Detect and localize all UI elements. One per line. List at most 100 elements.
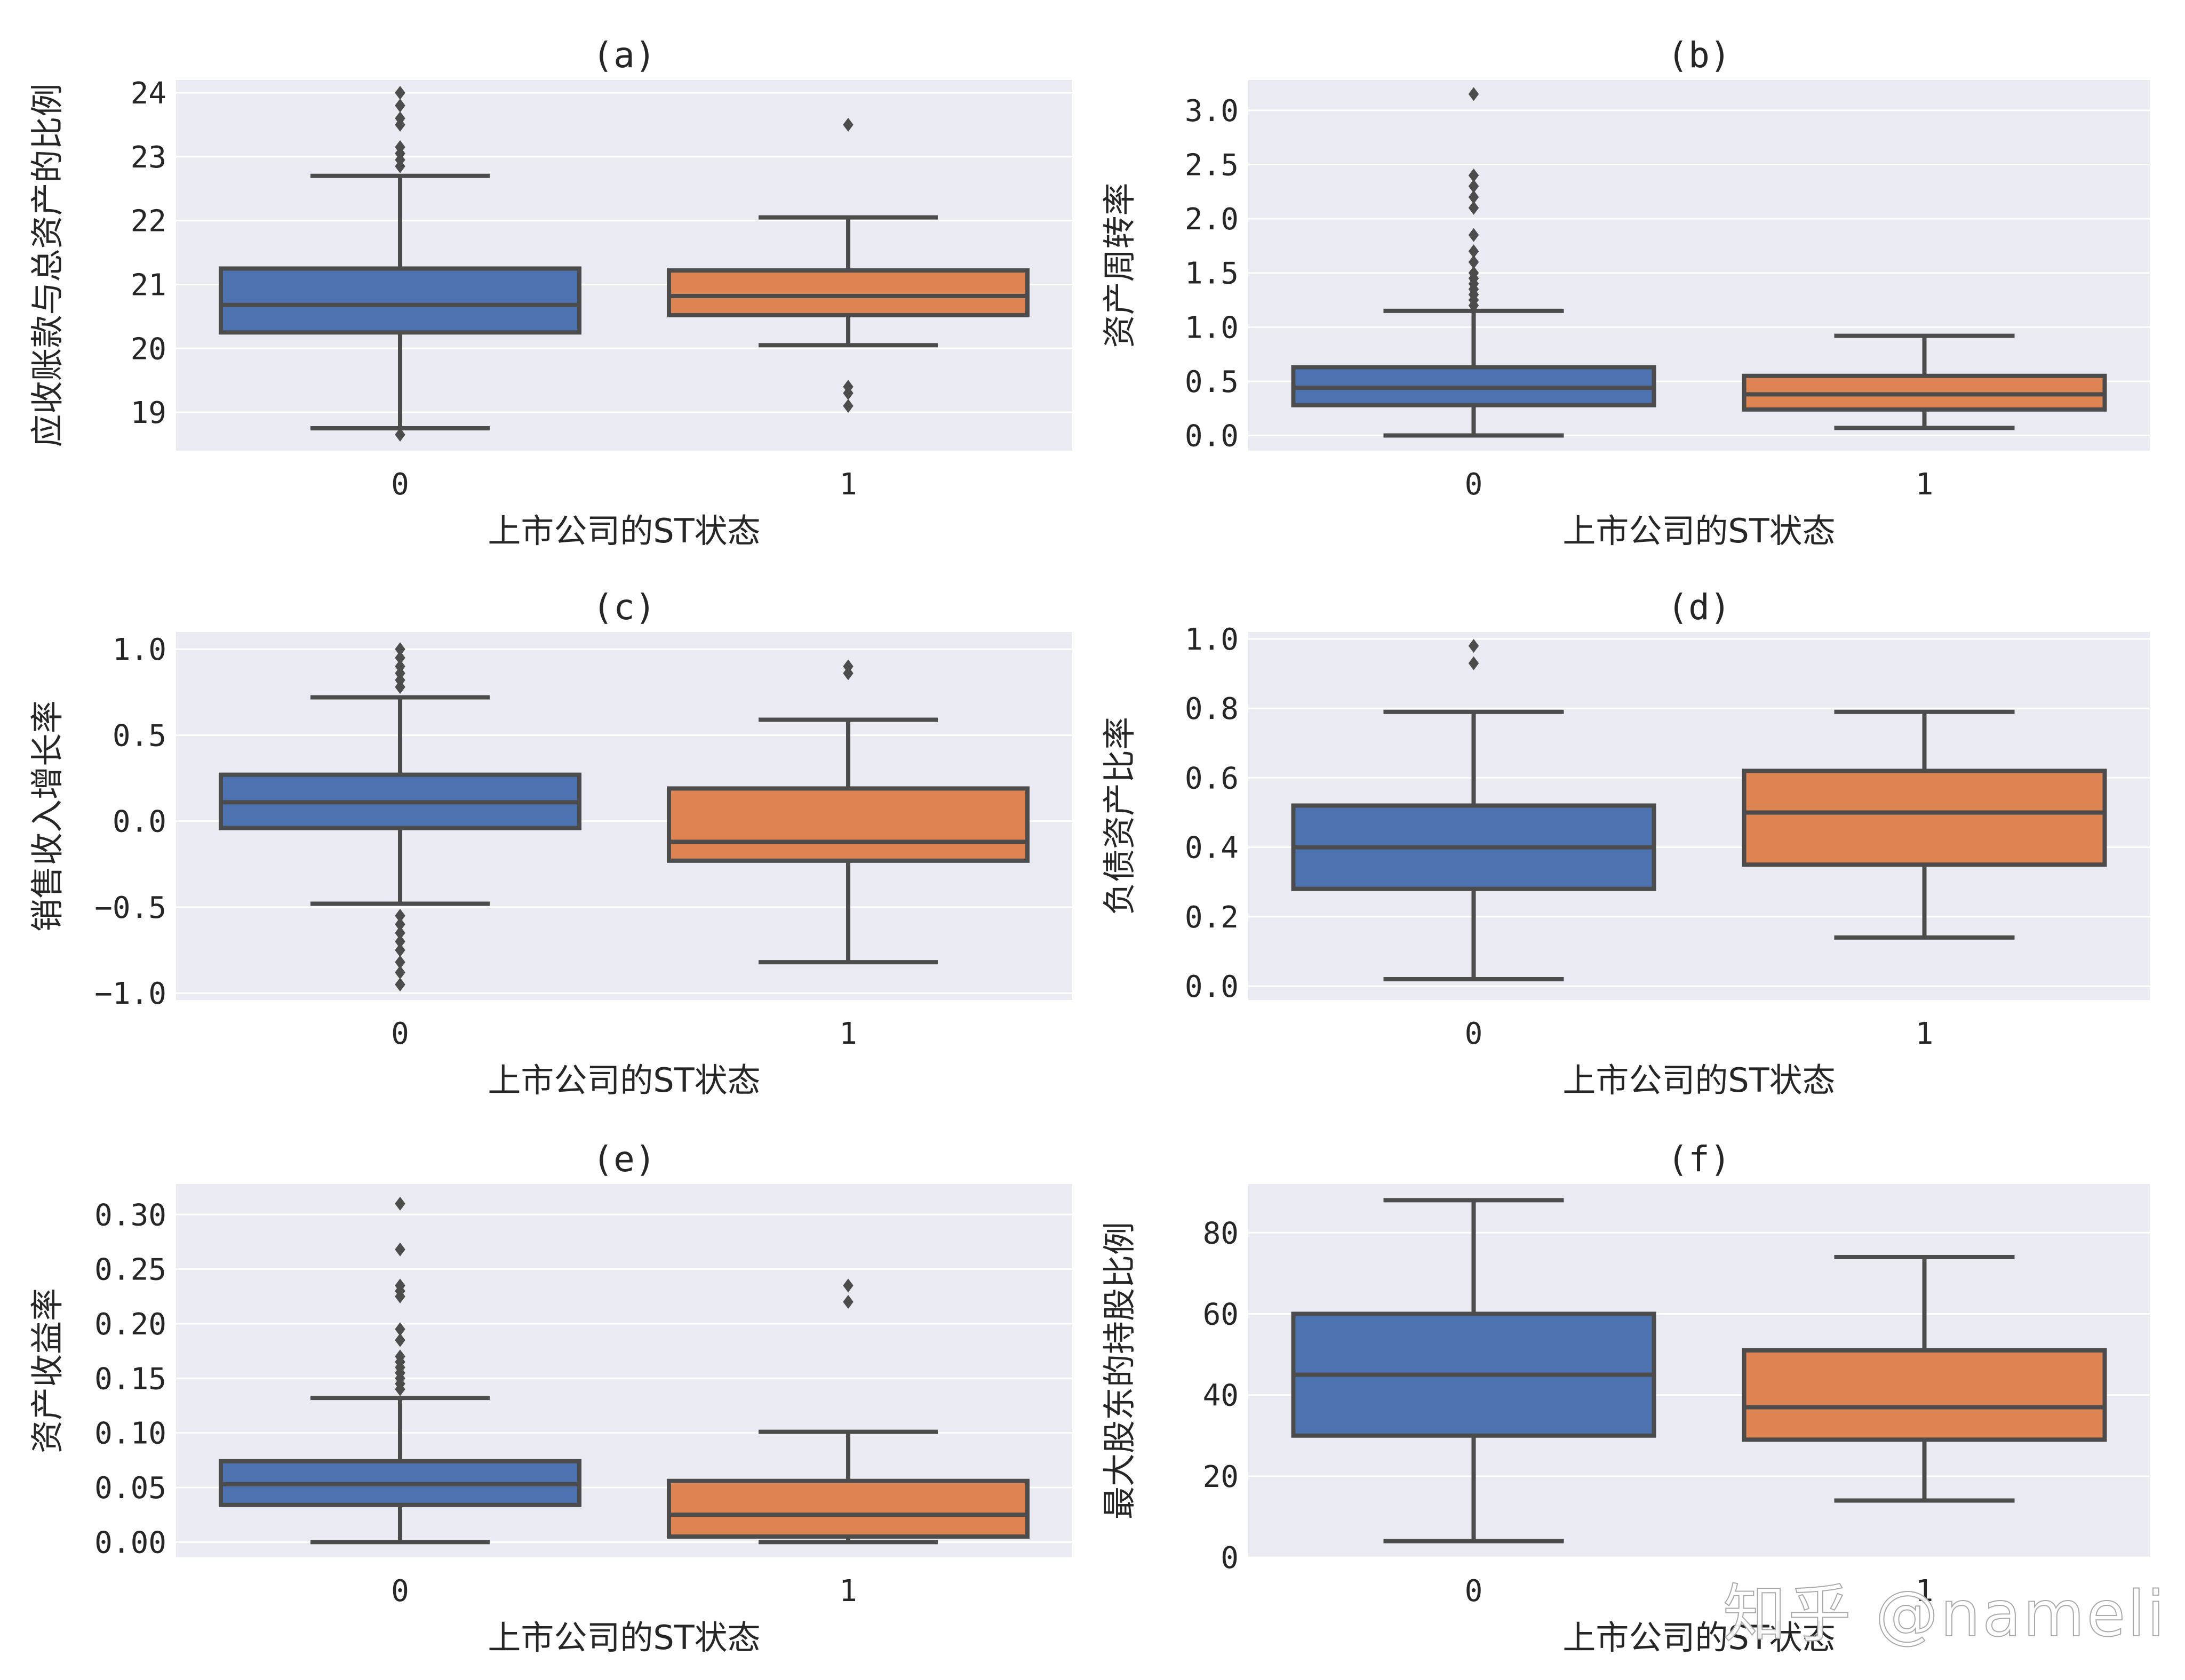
- y-axis-label: 资产周转率: [1100, 182, 1139, 348]
- box-iqr: [667, 1478, 1030, 1539]
- outlier-point: [395, 965, 405, 980]
- x-tick-label: 0: [1465, 1574, 1483, 1609]
- x-tick-label: 0: [1465, 467, 1483, 502]
- outlier-point: [395, 1196, 405, 1211]
- y-tick-label: 1.5: [1185, 257, 1239, 291]
- x-tick-label: 0: [391, 1574, 409, 1609]
- outlier-point: [395, 1278, 405, 1293]
- y-tick-label: 0.4: [1185, 831, 1239, 866]
- y-tick-label: 0.05: [94, 1471, 166, 1506]
- outlier-point: [395, 1322, 405, 1337]
- panel-5: 0 20 40 60 80 0 1 (f) 上市公司的ST状态 最大股东的持股比例: [1100, 1139, 2150, 1657]
- x-tick-label: 1: [839, 1574, 857, 1609]
- panel-0: 19 20 21 22 23 24 0 1 (a) 上市公司的ST状态 应收账款与总资产的比例: [28, 35, 1072, 550]
- panel-title: (f): [1667, 1139, 1731, 1180]
- x-tick-label: 0: [391, 1017, 409, 1051]
- box-group-1: [667, 117, 1030, 413]
- x-axis-label: 上市公司的ST状态: [1562, 1061, 1835, 1100]
- y-tick-label: 22: [131, 204, 166, 239]
- outlier-point: [395, 659, 405, 674]
- outlier-point: [395, 977, 405, 991]
- x-tick-label: 0: [1465, 1017, 1483, 1051]
- plot-area: [176, 80, 1072, 451]
- outlier-point: [843, 117, 854, 132]
- y-tick-label: 0.5: [113, 718, 166, 753]
- box-group-0: [1291, 1198, 1656, 1543]
- outlier-point: [395, 955, 405, 970]
- y-tick-label: 0.0: [113, 805, 166, 839]
- y-tick-label: 21: [131, 268, 166, 302]
- box-group-1: [1742, 1254, 2107, 1503]
- outlier-point: [843, 659, 854, 674]
- outlier-point: [1468, 228, 1479, 242]
- box-iqr: [219, 266, 581, 335]
- outlier-point: [843, 380, 854, 394]
- outlier-point: [1468, 656, 1479, 670]
- outlier-point: [395, 642, 405, 657]
- x-axis-label: 上市公司的ST状态: [488, 1618, 760, 1657]
- box-iqr: [1742, 769, 2107, 867]
- outlier-point: [395, 943, 405, 957]
- outlier-point: [395, 111, 405, 125]
- y-axis-label: 销售收入增长率: [28, 700, 67, 932]
- outlier-point: [1468, 266, 1479, 280]
- y-tick-label: 1.0: [1185, 310, 1239, 345]
- outlier-point: [1468, 255, 1479, 269]
- box-group-1: [1742, 709, 2107, 940]
- y-tick-label: 40: [1203, 1379, 1239, 1413]
- outlier-point: [395, 934, 405, 949]
- box-group-1: [667, 659, 1030, 965]
- y-tick-label: 0.6: [1185, 761, 1239, 796]
- y-axis-label: 资产收益率: [28, 1288, 67, 1453]
- outlier-point: [1468, 168, 1479, 182]
- outlier-point: [395, 1242, 405, 1257]
- y-axis-label: 应收账款与总资产的比例: [28, 83, 67, 447]
- box-iqr: [1742, 1348, 2107, 1442]
- panel-3: 0.0 0.2 0.4 0.6 0.8 1.0 0 1 (d) 上市公司的ST状态 负债资产比率: [1100, 587, 2150, 1100]
- x-axis-label: 上市公司的ST状态: [1562, 1618, 1835, 1657]
- x-tick-label: 1: [1916, 1574, 1934, 1609]
- outlier-point: [1468, 179, 1479, 194]
- panel-title: (e): [592, 1139, 656, 1180]
- y-tick-label: 0.2: [1185, 900, 1239, 935]
- y-axis-label: 负债资产比率: [1100, 717, 1139, 915]
- outlier-point: [395, 651, 405, 665]
- box-iqr: [667, 786, 1030, 863]
- y-tick-label: 80: [1203, 1216, 1239, 1251]
- box-group-1: [667, 1278, 1030, 1545]
- box-group-0: [219, 85, 581, 442]
- y-tick-label: 1.0: [1185, 622, 1239, 657]
- outlier-point: [395, 1349, 405, 1364]
- y-tick-label: 0.0: [1185, 419, 1239, 454]
- panel-title: (b): [1667, 35, 1731, 76]
- y-tick-label: 24: [131, 76, 166, 111]
- y-tick-label: 0.25: [94, 1253, 166, 1287]
- y-tick-label: 0.30: [94, 1198, 166, 1233]
- outlier-point: [1468, 87, 1479, 101]
- outlier-point: [395, 98, 405, 113]
- box-group-0: [1291, 87, 1656, 438]
- y-tick-label: 3.0: [1185, 94, 1239, 129]
- panel-title: (d): [1667, 587, 1731, 628]
- x-tick-label: 1: [839, 467, 857, 502]
- outlier-point: [843, 1295, 854, 1309]
- y-tick-label: 0.15: [94, 1362, 166, 1396]
- outlier-point: [395, 428, 405, 442]
- outlier-point: [395, 909, 405, 923]
- y-tick-label: 20: [1203, 1460, 1239, 1494]
- y-tick-label: 1.0: [113, 633, 166, 667]
- x-tick-label: 1: [1916, 467, 1934, 502]
- x-axis-label: 上市公司的ST状态: [488, 1061, 760, 1100]
- panel-title: (c): [592, 587, 656, 628]
- box-group-0: [219, 642, 581, 991]
- y-tick-label: 0.0: [1185, 970, 1239, 1004]
- y-tick-label: 2.0: [1185, 202, 1239, 237]
- outlier-point: [395, 140, 405, 154]
- box-iqr: [667, 268, 1030, 317]
- outlier-point: [395, 85, 405, 100]
- y-tick-label: 0: [1221, 1541, 1239, 1575]
- y-axis-label: 最大股东的持股比例: [1100, 1222, 1139, 1519]
- y-tick-label: 19: [131, 396, 166, 430]
- outlier-point: [1468, 201, 1479, 215]
- outlier-point: [395, 917, 405, 932]
